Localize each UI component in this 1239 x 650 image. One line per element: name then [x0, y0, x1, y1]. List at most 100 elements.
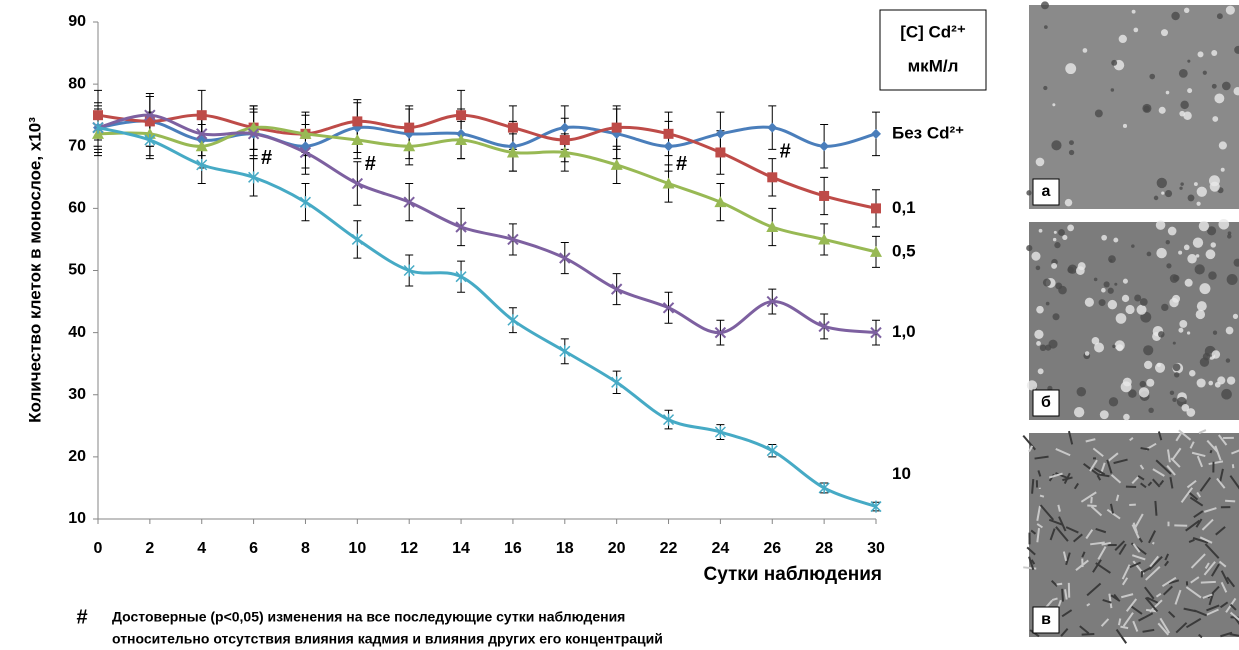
x-tick-label: 24 [712, 540, 730, 557]
marker [767, 123, 777, 133]
cell [1082, 634, 1095, 635]
cell [1034, 330, 1043, 339]
cell [1172, 398, 1176, 402]
micrograph: в [1023, 430, 1239, 643]
cell [1184, 8, 1189, 13]
cell [1083, 48, 1088, 53]
cell [1132, 10, 1136, 14]
cell [1032, 479, 1033, 494]
cell [1184, 245, 1190, 251]
cell [1044, 25, 1048, 29]
cell [1101, 288, 1106, 293]
cell [1040, 496, 1044, 497]
marker [612, 123, 622, 133]
cell [1065, 199, 1073, 207]
panel-label: б [1041, 394, 1051, 411]
cell [1109, 397, 1118, 406]
footnote-line: относительно отсутствия влияния кадмия и… [112, 631, 663, 647]
marker [508, 314, 518, 326]
cell [1173, 342, 1176, 345]
micrograph: б [1026, 219, 1239, 420]
y-tick-label: 90 [68, 13, 86, 30]
cell [1058, 286, 1067, 295]
cell [1111, 60, 1117, 66]
marker [560, 135, 570, 145]
y-tick-label: 30 [68, 386, 86, 403]
cell [1215, 382, 1221, 388]
cell [1108, 300, 1117, 309]
x-tick-label: 0 [94, 540, 103, 557]
cell [1026, 245, 1032, 251]
cell [1158, 331, 1165, 338]
cell [1226, 6, 1235, 15]
cell [1183, 112, 1191, 120]
page: Количество клеток в монослое, x10³ Сутки… [0, 0, 1239, 650]
cell [1131, 244, 1135, 248]
cell [1213, 331, 1217, 335]
cell [1069, 140, 1074, 145]
cell [1031, 252, 1040, 261]
legend-title: [C] Cd²⁺ [900, 22, 966, 41]
cell [1165, 190, 1172, 197]
cell [1049, 340, 1058, 349]
cell [1069, 150, 1074, 155]
cell [1153, 542, 1154, 544]
cell [1197, 187, 1207, 197]
cell [1123, 414, 1130, 421]
cell [1146, 379, 1154, 387]
cell [1040, 345, 1046, 351]
marker [508, 123, 518, 133]
cell [1051, 263, 1057, 269]
cell [1067, 225, 1074, 232]
cell [1116, 313, 1127, 324]
annotation: # [365, 153, 376, 175]
cell [1159, 107, 1166, 114]
marker [404, 123, 414, 133]
cell [1187, 254, 1196, 263]
cell [1195, 264, 1205, 274]
cell [1143, 345, 1153, 355]
cell [1166, 240, 1170, 244]
cell [1198, 51, 1204, 57]
cell [1189, 370, 1195, 376]
cell [1218, 219, 1229, 230]
cell [1199, 430, 1206, 433]
series-label: Без Cd²⁺ [892, 123, 964, 142]
cell [1155, 501, 1156, 516]
cell [1108, 288, 1114, 294]
marker [352, 116, 362, 126]
cell [1154, 196, 1159, 201]
cell [1166, 263, 1171, 268]
cell [1211, 242, 1216, 247]
y-tick-label: 10 [68, 510, 86, 527]
x-tick-label: 26 [763, 540, 781, 557]
marker [871, 203, 881, 213]
cell [1222, 82, 1231, 91]
cell [1038, 368, 1044, 374]
cell [1227, 376, 1235, 384]
marker [197, 110, 207, 120]
cell [1206, 249, 1216, 259]
cell [1221, 389, 1232, 400]
cell [1113, 238, 1118, 243]
marker [352, 233, 362, 245]
x-tick-label: 20 [608, 540, 626, 557]
cell [1233, 314, 1238, 319]
cell [1052, 103, 1055, 106]
cell [1212, 84, 1217, 89]
marker [560, 345, 570, 357]
cell [1065, 63, 1076, 74]
cell [1185, 279, 1193, 287]
y-tick-label: 50 [68, 262, 86, 279]
annotation: # [676, 153, 687, 175]
cell [1094, 343, 1104, 353]
series-label: 10 [892, 464, 911, 483]
marker [715, 147, 725, 157]
cell [1147, 252, 1152, 257]
cell [1119, 35, 1127, 43]
cell [1058, 229, 1065, 236]
x-axis-label: Сутки наблюдения [703, 564, 882, 585]
cell [1226, 358, 1230, 362]
x-tick-label: 2 [145, 540, 154, 557]
series-line [98, 115, 876, 333]
